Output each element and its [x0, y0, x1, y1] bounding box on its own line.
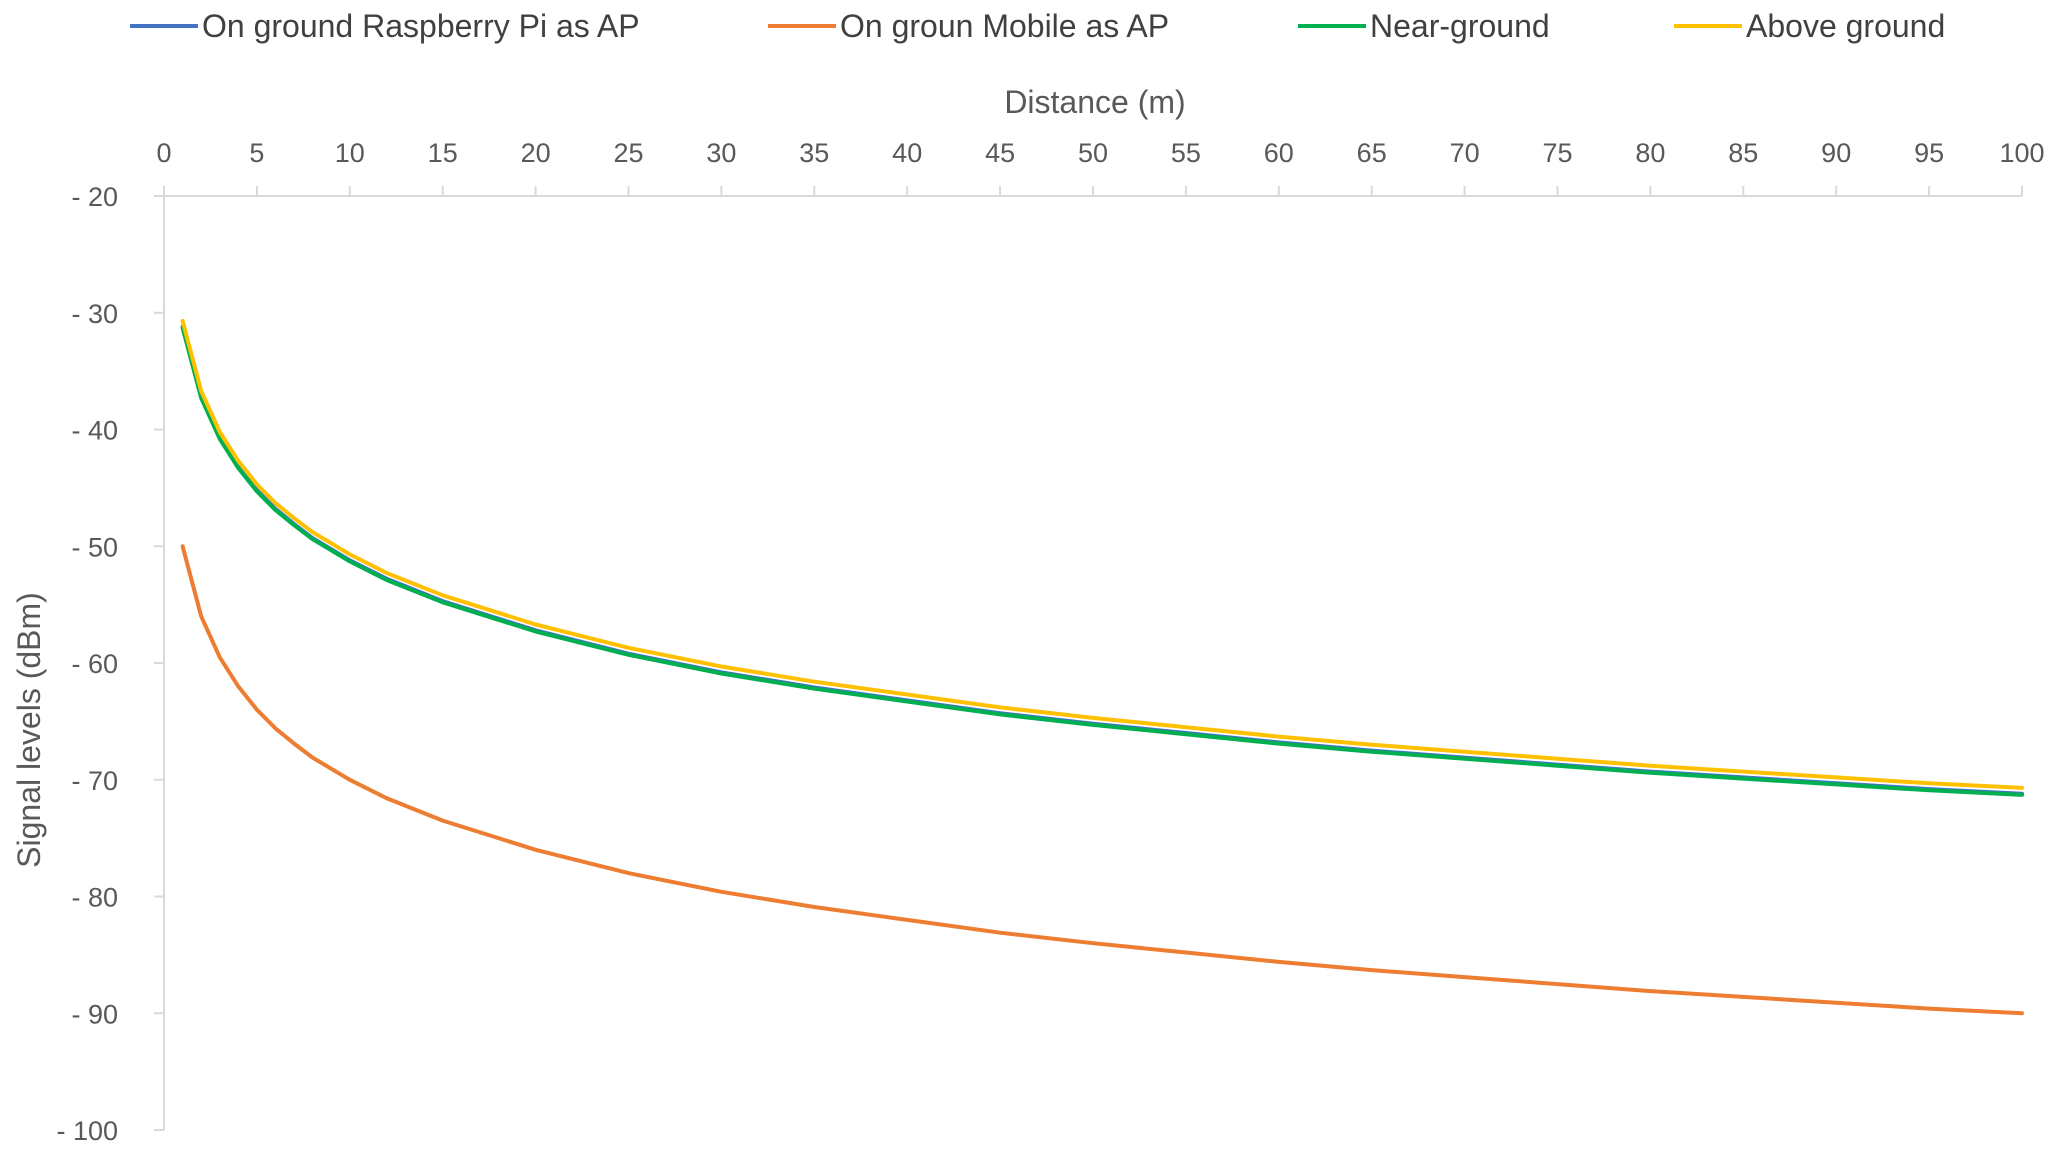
y-tick-label: - 60 [71, 649, 118, 679]
x-tick-label: 70 [1450, 138, 1480, 168]
legend-label-2: Near-ground [1370, 8, 1550, 44]
legend-label-0: On ground Raspberry Pi as AP [202, 8, 640, 44]
series-line-3 [180, 318, 2024, 790]
x-tick-label: 80 [1635, 138, 1665, 168]
x-tick-label: 35 [799, 138, 829, 168]
x-axis-title: Distance (m) [1004, 84, 1185, 120]
x-tick-label: 30 [706, 138, 736, 168]
x-tick-label: 25 [613, 138, 643, 168]
x-tick-label: 60 [1264, 138, 1294, 168]
y-tick-label: - 80 [71, 883, 118, 913]
plot-area [180, 318, 2024, 1016]
y-tick-label: - 40 [71, 416, 118, 446]
x-tick-label: 55 [1171, 138, 1201, 168]
y-tick-label: - 30 [71, 299, 118, 329]
x-tick-label: 50 [1078, 138, 1108, 168]
y-tick-label: - 100 [56, 1116, 118, 1146]
x-tick-label: 45 [985, 138, 1015, 168]
y-tick-label: - 20 [71, 182, 118, 212]
x-tick-label: 100 [1999, 138, 2044, 168]
legend-label-1: On groun Mobile as AP [840, 8, 1169, 44]
legend: On ground Raspberry Pi as AP On groun Mob… [130, 8, 1945, 44]
x-tick-label: 15 [428, 138, 458, 168]
x-tick-label: 75 [1542, 138, 1572, 168]
legend-label-3: Above ground [1746, 8, 1945, 44]
x-tick-label: 85 [1728, 138, 1758, 168]
y-axis-title: Signal levels (dBm) [11, 592, 47, 868]
x-axis: 0 5 10 15 20 25 30 35 40 45 50 55 60 65 70 75 80 85 90 95 10… [156, 138, 2045, 197]
x-tick-label: 10 [335, 138, 365, 168]
series-line-2 [180, 325, 2024, 797]
x-tick-label: 0 [156, 138, 171, 168]
series-line-1 [180, 544, 2024, 1016]
series-line-0 [180, 324, 2024, 796]
y-axis: - 20 - 30 - 40 - 50 - 60 - 70 - 80 - 90 - 100 [56, 182, 165, 1146]
y-tick-label: - 70 [71, 766, 118, 796]
x-tick-label: 65 [1357, 138, 1387, 168]
x-tick-label: 5 [249, 138, 264, 168]
y-tick-label: - 90 [71, 999, 118, 1029]
x-tick-label: 40 [892, 138, 922, 168]
x-tick-label: 20 [521, 138, 551, 168]
x-tick-label: 95 [1914, 138, 1944, 168]
y-tick-label: - 50 [71, 532, 118, 562]
x-tick-label: 90 [1821, 138, 1851, 168]
